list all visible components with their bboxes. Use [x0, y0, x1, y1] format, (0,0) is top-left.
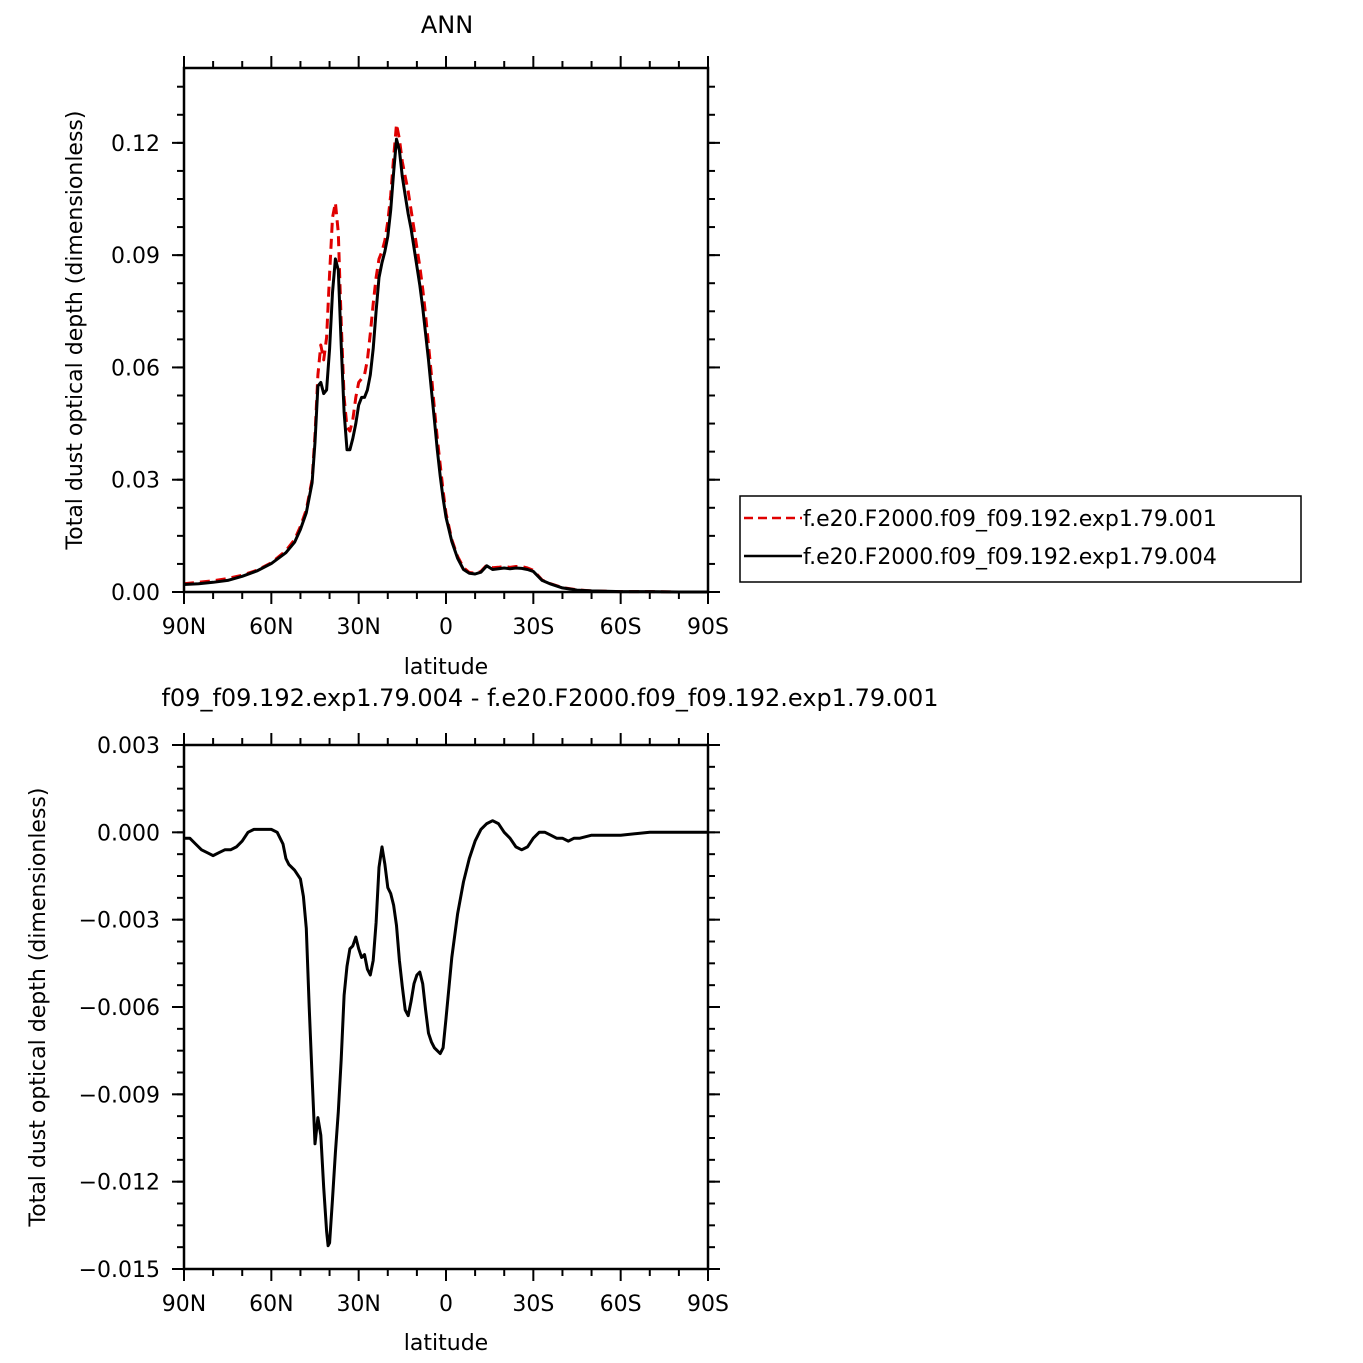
y-tick-label: −0.015 — [79, 1258, 160, 1283]
chart-title: ANN — [421, 11, 473, 39]
y-tick-label: 0.03 — [111, 469, 160, 494]
series-line-1 — [184, 819, 708, 1248]
x-axis-label: latitude — [404, 1331, 488, 1356]
y-tick-label: 0.09 — [111, 244, 160, 269]
x-tick-label: 90N — [162, 615, 206, 640]
bottom-chart-panel: f09_f09.192.exp1.79.004 - f.e20.F2000.f0… — [26, 684, 939, 1356]
x-tick-label: 60N — [249, 615, 293, 640]
y-tick-label: 0.003 — [97, 734, 160, 759]
x-tick-label: 30S — [512, 1292, 554, 1317]
legend-label-series-2: f.e20.F2000.f09_f09.192.exp1.79.004 — [803, 545, 1217, 570]
x-tick-label: 60N — [249, 1292, 293, 1317]
y-tick-label: −0.012 — [79, 1171, 160, 1196]
y-tick-label: 0.000 — [97, 821, 160, 846]
y-axis-label: Total dust optical depth (dimensionless) — [26, 788, 51, 1228]
y-tick-label: 0.12 — [111, 132, 160, 157]
y-axis-label: Total dust optical depth (dimensionless) — [63, 111, 88, 551]
legend-label-series-1: f.e20.F2000.f09_f09.192.exp1.79.001 — [803, 507, 1217, 532]
x-tick-label: 0 — [439, 1292, 453, 1317]
x-tick-label: 60S — [600, 615, 642, 640]
x-tick-label: 90S — [687, 1292, 729, 1317]
x-tick-label: 90N — [162, 1292, 206, 1317]
x-tick-label: 60S — [600, 1292, 642, 1317]
top-chart-panel: ANN 90N 60N 30N 0 30S 60S 90S 0.00 0.03 0.06 0.09 0… — [63, 11, 729, 680]
y-tick-label: −0.003 — [79, 909, 160, 934]
x-tick-label: 30S — [512, 615, 554, 640]
x-axis-label: latitude — [404, 655, 488, 680]
x-tick-label: 30N — [336, 615, 380, 640]
x-tick-label: 90S — [687, 615, 729, 640]
y-tick-label: 0.00 — [111, 581, 160, 606]
x-tick-label: 0 — [439, 615, 453, 640]
difference-chart-title: f09_f09.192.exp1.79.004 - f.e20.F2000.f0… — [161, 684, 938, 712]
y-tick-label: −0.006 — [79, 996, 160, 1021]
legend: f.e20.F2000.f09_f09.192.exp1.79.001 f.e2… — [739, 495, 1302, 583]
series-line-2 — [183, 137, 708, 594]
x-tick-label: 30N — [336, 1292, 380, 1317]
y-tick-label: 0.06 — [111, 356, 160, 381]
y-tick-label: −0.009 — [79, 1083, 160, 1108]
legend-box — [739, 495, 1302, 583]
